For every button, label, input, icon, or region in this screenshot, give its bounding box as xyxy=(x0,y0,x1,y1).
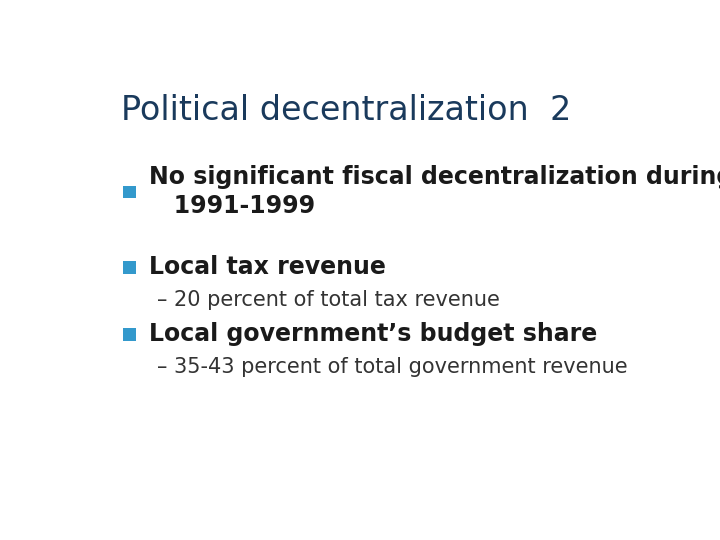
Text: Local government’s budget share: Local government’s budget share xyxy=(148,322,597,346)
Text: No significant fiscal decentralization during
   1991-1999: No significant fiscal decentralization d… xyxy=(148,165,720,218)
Bar xyxy=(124,328,136,341)
Text: Local tax revenue: Local tax revenue xyxy=(148,255,385,279)
Text: – 20 percent of total tax revenue: – 20 percent of total tax revenue xyxy=(157,289,500,309)
Text: – 35-43 percent of total government revenue: – 35-43 percent of total government reve… xyxy=(157,357,628,377)
Bar xyxy=(124,186,136,198)
Text: Political decentralization  2: Political decentralization 2 xyxy=(121,94,571,127)
Bar xyxy=(124,261,136,274)
